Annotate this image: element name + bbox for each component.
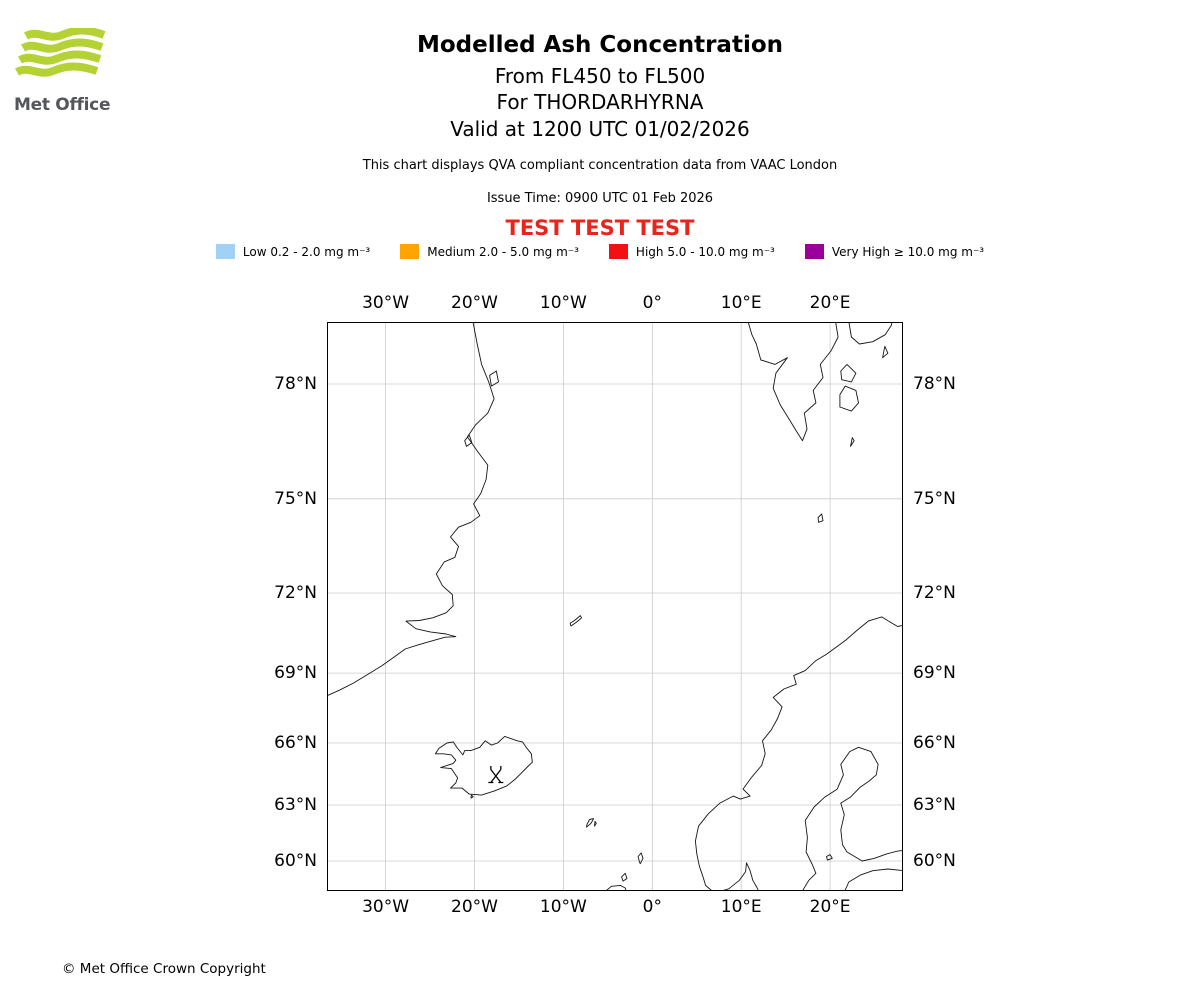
lon-tick-top: 10°W [539,293,587,313]
valid-time-subtitle: Valid at 1200 UTC 01/02/2026 [450,117,750,141]
lat-tick-right: 69°N [913,663,956,684]
legend-label: Very High ≥ 10.0 mg m⁻³ [831,244,985,259]
lon-tick-top: 20°E [809,293,851,313]
lon-tick-top: 10°E [720,293,762,313]
lat-tick-right: 60°N [913,851,956,871]
copyright-text: © Met Office Crown Copyright [62,961,266,977]
lat-tick-right: 72°N [913,583,956,603]
legend-swatch [608,244,628,259]
gridlines [327,322,903,891]
lat-tick-right: 63°N [913,795,956,816]
lat-tick-left: 72°N [274,583,317,603]
legend-item: Very High ≥ 10.0 mg m⁻³ [804,244,985,259]
legend-swatch [400,244,420,259]
qva-compliance-note: This chart displays QVA compliant concen… [362,158,838,173]
legend-label: Medium 2.0 - 5.0 mg m⁻³ [427,244,579,259]
chart-title: Modelled Ash Concentration [416,32,784,58]
lon-tick-bottom: 20°E [809,897,851,917]
lat-tick-left: 60°N [274,851,317,871]
volcano-subtitle: For THORDARHYRNA [496,90,704,114]
lon-tick-bottom: 0° [642,897,662,917]
lat-tick-right: 66°N [913,732,956,753]
lon-tick-top: 20°W [451,293,498,313]
legend-label: High 5.0 - 10.0 mg m⁻³ [635,244,775,259]
lat-tick-left: 66°N [274,732,317,753]
lon-tick-bottom: 10°W [539,897,587,917]
lat-tick-right: 75°N [913,488,956,509]
lat-tick-left: 78°N [274,373,317,394]
legend-swatch [215,244,235,259]
concentration-legend: Low 0.2 - 2.0 mg m⁻³ Medium 2.0 - 5.0 mg … [0,244,1200,259]
lat-tick-left: 75°N [274,488,317,509]
volcano-symbol [488,765,504,784]
coastlines [327,322,903,891]
lon-tick-top: 30°W [362,293,410,313]
lon-tick-bottom: 30°W [362,897,410,917]
legend-item: Medium 2.0 - 5.0 mg m⁻³ [400,244,579,259]
lat-tick-right: 78°N [913,373,956,394]
lon-tick-top: 0° [642,293,662,313]
met-office-logo-waves [14,26,106,77]
lat-tick-left: 69°N [274,663,317,684]
map-canvas [327,322,903,891]
met-office-logo: Met Office [14,26,114,115]
met-office-logo-text: Met Office [14,95,111,115]
test-banner: TEST TEST TEST [505,216,695,240]
legend-label: Low 0.2 - 2.0 mg m⁻³ [242,244,371,259]
map-border [327,322,903,891]
lat-tick-left: 63°N [274,795,317,816]
lon-tick-bottom: 10°E [720,897,762,917]
issue-time: Issue Time: 0900 UTC 01 Feb 2026 [486,191,714,206]
legend-swatch [804,244,824,259]
lon-tick-bottom: 20°W [451,897,498,917]
legend-item: Low 0.2 - 2.0 mg m⁻³ [215,244,371,259]
legend-item: High 5.0 - 10.0 mg m⁻³ [608,244,775,259]
flight-level-subtitle: From FL450 to FL500 [494,64,706,88]
